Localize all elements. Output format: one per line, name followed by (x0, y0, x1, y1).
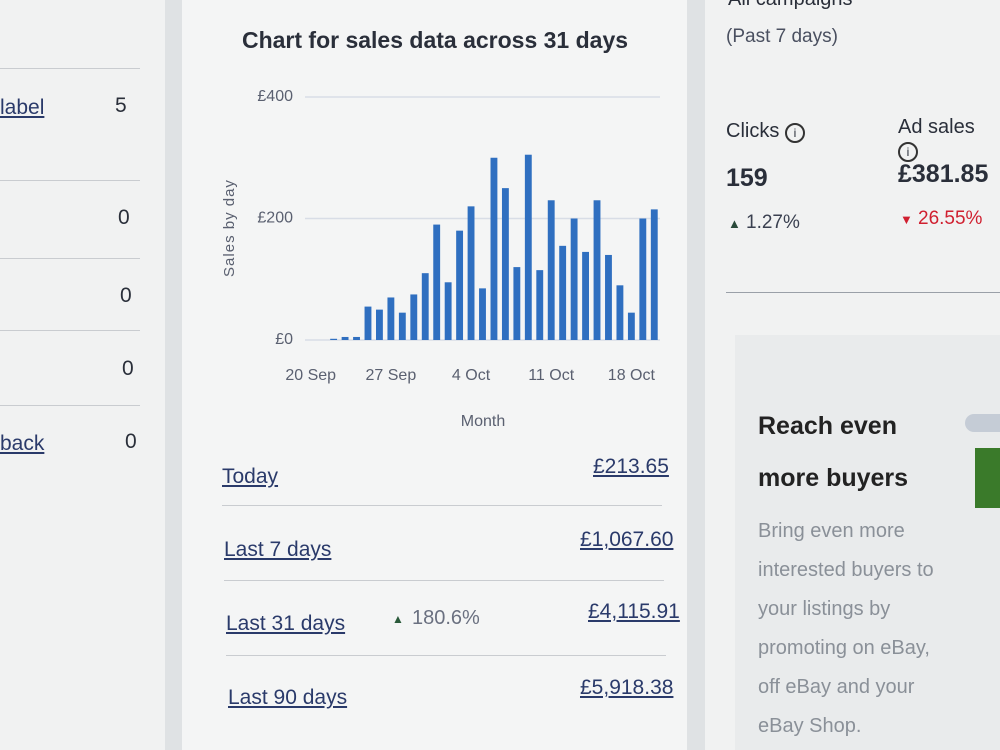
bar (398, 312, 406, 340)
period-link[interactable]: Last 31 days (226, 612, 346, 635)
period-link[interactable]: Today (222, 465, 279, 488)
bar (467, 206, 475, 340)
bar (616, 285, 624, 340)
y-tick-label: £400 (257, 88, 293, 105)
y-tick-label: £0 (275, 331, 293, 348)
info-icon[interactable]: i (784, 123, 805, 143)
sales-panel (182, 0, 687, 750)
bar (524, 154, 532, 340)
row-label[interactable]: label (0, 96, 45, 119)
metric-label-text: Clicks (726, 120, 780, 142)
bar (559, 245, 567, 340)
period-link[interactable]: Last 7 days (224, 538, 332, 561)
bar (387, 297, 395, 340)
row-value: 5 (115, 94, 127, 117)
row-value: 0 (125, 430, 137, 453)
promo-image (975, 448, 1000, 508)
up-arrow: ▲ (728, 216, 741, 231)
bar (605, 254, 612, 340)
bar (639, 218, 647, 340)
bar (330, 338, 338, 340)
bar (376, 309, 383, 340)
x-tick-label: 20 Sep (285, 367, 336, 384)
bar (353, 336, 360, 340)
bar (547, 200, 555, 340)
bar (513, 267, 521, 340)
promo-body: Bring even more interested buyers to you… (758, 520, 934, 737)
bar (456, 230, 464, 340)
campaigns-title: All campaigns (728, 0, 853, 11)
x-axis-label: Month (461, 413, 505, 430)
left-panel (0, 0, 165, 750)
period-amount[interactable]: £5,918.38 (580, 676, 674, 699)
bar (410, 294, 418, 340)
campaigns-subtitle: (Past 7 days) (726, 26, 838, 47)
x-tick-label: 18 Oct (608, 367, 656, 384)
metric-label: Ad sales i (898, 116, 1000, 162)
promo-card (735, 335, 1000, 750)
up-arrow: ▲ (392, 612, 404, 626)
x-tick-label: 11 Oct (528, 367, 575, 384)
metric-value: 159 (726, 164, 768, 192)
bar (582, 251, 589, 340)
bar (433, 224, 441, 340)
down-arrow: ▼ (900, 212, 913, 227)
info-icon[interactable]: i (898, 142, 918, 162)
bar (444, 282, 452, 340)
metric-label-text: Ad sales (898, 116, 975, 138)
bar (479, 288, 486, 340)
bar (490, 157, 498, 340)
period-amount[interactable]: £1,067.60 (580, 528, 674, 551)
period-link[interactable]: Last 90 days (228, 686, 348, 709)
metric-value: £381.85 (898, 160, 989, 188)
metric-change: 26.55% (918, 208, 983, 229)
bar (364, 306, 372, 340)
bar (593, 200, 601, 340)
period-amount[interactable]: £213.65 (593, 455, 669, 478)
promo-title: Reach even more buyers (758, 412, 909, 492)
row-value: 0 (118, 206, 130, 229)
bar (501, 188, 509, 340)
row-label[interactable]: back (0, 432, 45, 455)
x-tick-label: 4 Oct (452, 367, 491, 384)
row-value: 0 (120, 284, 132, 307)
period-amount[interactable]: £4,115.91 (588, 600, 680, 623)
period-change: 180.6% (412, 607, 480, 629)
bar (627, 312, 635, 340)
y-tick-label: £200 (257, 210, 293, 227)
y-axis-label: Sales by day (221, 179, 238, 277)
chart-title: Chart for sales data across 31 days (242, 27, 628, 53)
bar (421, 273, 429, 340)
row-value: 0 (122, 357, 134, 380)
x-tick-label: 27 Sep (366, 367, 417, 384)
metric-label: Clicks i (726, 120, 805, 143)
bar (570, 218, 578, 340)
bar (650, 209, 658, 340)
bar (341, 336, 349, 340)
sales-chart: Chart for sales data across 31 days Sale… (221, 27, 660, 430)
metric-change: 1.27% (746, 212, 800, 233)
bar (536, 270, 544, 340)
promo-button[interactable] (965, 414, 1000, 432)
